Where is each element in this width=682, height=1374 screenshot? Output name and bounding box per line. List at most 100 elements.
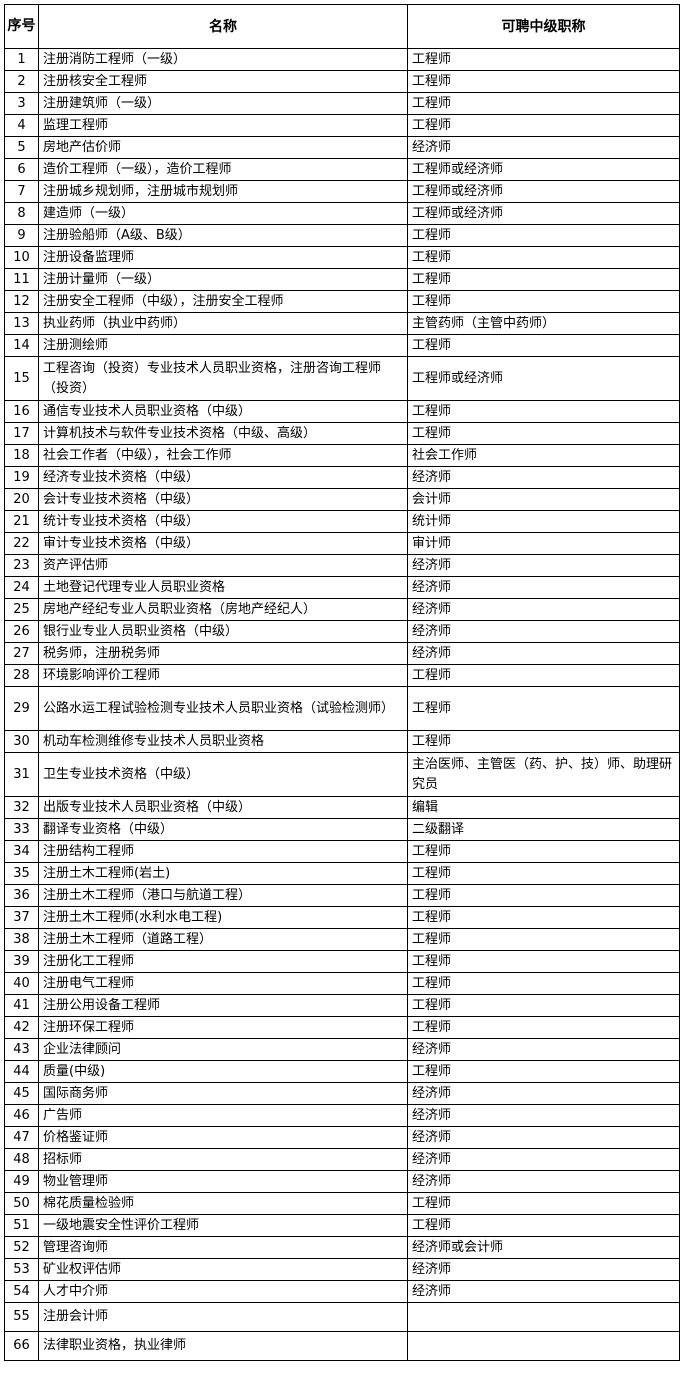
cell-index: 15 [4,356,39,401]
cell-index: 40 [4,972,39,995]
header-title: 可聘中级职称 [407,4,680,49]
cell-title: 工程师 [407,1214,680,1237]
cell-index: 24 [4,576,39,599]
cell-title: 经济师 [407,1258,680,1281]
cell-title: 工程师 [407,928,680,951]
cell-title: 工程师 [407,70,680,93]
table-row: 11 注册计量师（一级） 工程师 [4,268,680,291]
cell-name: 招标师 [38,1148,408,1171]
cell-name: 环境影响评价工程师 [38,664,408,687]
cell-name: 注册验船师（A级、B级） [38,224,408,247]
cell-title: 工程师 [407,400,680,423]
cell-title: 经济师 [407,598,680,621]
table-row: 26 银行业专业人员职业资格（中级） 经济师 [4,620,680,643]
cell-index: 8 [4,202,39,225]
cell-title: 工程师或经济师 [407,158,680,181]
table-row: 47 价格鉴证师 经济师 [4,1126,680,1149]
cell-index: 43 [4,1038,39,1061]
table-row: 45 国际商务师 经济师 [4,1082,680,1105]
cell-name: 注册消防工程师（一级） [38,48,408,71]
cell-name: 注册土木工程师(岩土) [38,862,408,885]
cell-title: 主管药师（主管中药师） [407,312,680,335]
cell-name: 出版专业技术人员职业资格（中级） [38,796,408,819]
table-row: 3 注册建筑师（一级） 工程师 [4,92,680,115]
cell-name: 注册计量师（一级） [38,268,408,291]
cell-title: 工程师 [407,92,680,115]
cell-title: 审计师 [407,532,680,555]
table-row: 37 注册土木工程师(水利水电工程) 工程师 [4,906,680,929]
cell-title: 工程师 [407,884,680,907]
table-row: 24 土地登记代理专业人员职业资格 经济师 [4,576,680,599]
cell-name: 通信专业技术人员职业资格（中级） [38,400,408,423]
cell-index: 36 [4,884,39,907]
table-row: 9 注册验船师（A级、B级） 工程师 [4,224,680,247]
cell-title: 经济师 [407,136,680,159]
cell-index: 26 [4,620,39,643]
cell-name: 物业管理师 [38,1170,408,1193]
table-row: 22 审计专业技术资格（中级） 审计师 [4,532,680,555]
cell-name: 翻译专业资格（中级） [38,818,408,841]
cell-index: 39 [4,950,39,973]
cell-index: 55 [4,1302,39,1332]
cell-index: 13 [4,312,39,335]
cell-title: 工程师 [407,1060,680,1083]
cell-index: 38 [4,928,39,951]
cell-name: 一级地震安全性评价工程师 [38,1214,408,1237]
cell-title: 经济师 [407,1038,680,1061]
cell-name: 注册会计师 [38,1302,408,1332]
cell-name: 注册安全工程师（中级），注册安全工程师 [38,290,408,313]
cell-name: 卫生专业技术资格（中级） [38,752,408,797]
table-row: 49 物业管理师 经济师 [4,1170,680,1193]
cell-title: 工程师 [407,224,680,247]
cell-name: 社会工作者（中级），社会工作师 [38,444,408,467]
table-row: 42 注册环保工程师 工程师 [4,1016,680,1039]
cell-title: 工程师 [407,114,680,137]
table-row: 40 注册电气工程师 工程师 [4,972,680,995]
cell-index: 2 [4,70,39,93]
table-row: 18 社会工作者（中级），社会工作师 社会工作师 [4,444,680,467]
cell-index: 12 [4,290,39,313]
cell-name: 企业法律顾问 [38,1038,408,1061]
table-row: 66 法律职业资格，执业律师 [4,1331,680,1361]
table-row: 10 注册设备监理师 工程师 [4,246,680,269]
cell-name: 注册土木工程师(水利水电工程) [38,906,408,929]
table-row: 21 统计专业技术资格（中级） 统计师 [4,510,680,533]
table-row: 16 通信专业技术人员职业资格（中级） 工程师 [4,400,680,423]
cell-title: 工程师 [407,422,680,445]
cell-name: 矿业权评估师 [38,1258,408,1281]
table-row: 27 税务师，注册税务师 经济师 [4,642,680,665]
cell-title: 工程师 [407,334,680,357]
cell-name: 土地登记代理专业人员职业资格 [38,576,408,599]
cell-index: 14 [4,334,39,357]
cell-index: 7 [4,180,39,203]
table-row: 54 人才中介师 经济师 [4,1280,680,1303]
cell-name: 管理咨询师 [38,1236,408,1259]
cell-title: 工程师 [407,1016,680,1039]
cell-name: 注册土木工程师（港口与航道工程） [38,884,408,907]
cell-name: 注册核安全工程师 [38,70,408,93]
cell-title: 经济师 [407,620,680,643]
table-row: 28 环境影响评价工程师 工程师 [4,664,680,687]
table-row: 39 注册化工工程师 工程师 [4,950,680,973]
cell-title: 工程师或经济师 [407,180,680,203]
cell-name: 注册公用设备工程师 [38,994,408,1017]
table-row: 32 出版专业技术人员职业资格（中级） 编辑 [4,796,680,819]
cell-index: 32 [4,796,39,819]
cell-index: 41 [4,994,39,1017]
cell-title: 工程师 [407,268,680,291]
cell-name: 计算机技术与软件专业技术资格（中级、高级） [38,422,408,445]
cell-index: 54 [4,1280,39,1303]
table-row: 52 管理咨询师 经济师或会计师 [4,1236,680,1259]
table-row: 8 建造师（一级） 工程师或经济师 [4,202,680,225]
table-row: 7 注册城乡规划师，注册城市规划师 工程师或经济师 [4,180,680,203]
cell-title: 工程师 [407,664,680,687]
cell-title: 工程师 [407,994,680,1017]
table-row: 6 造价工程师（一级），造价工程师 工程师或经济师 [4,158,680,181]
table-row: 19 经济专业技术资格（中级） 经济师 [4,466,680,489]
cell-index: 30 [4,730,39,753]
cell-title: 工程师或经济师 [407,356,680,401]
cell-index: 33 [4,818,39,841]
header-name: 名称 [38,4,408,49]
cell-index: 19 [4,466,39,489]
cell-name: 法律职业资格，执业律师 [38,1331,408,1361]
